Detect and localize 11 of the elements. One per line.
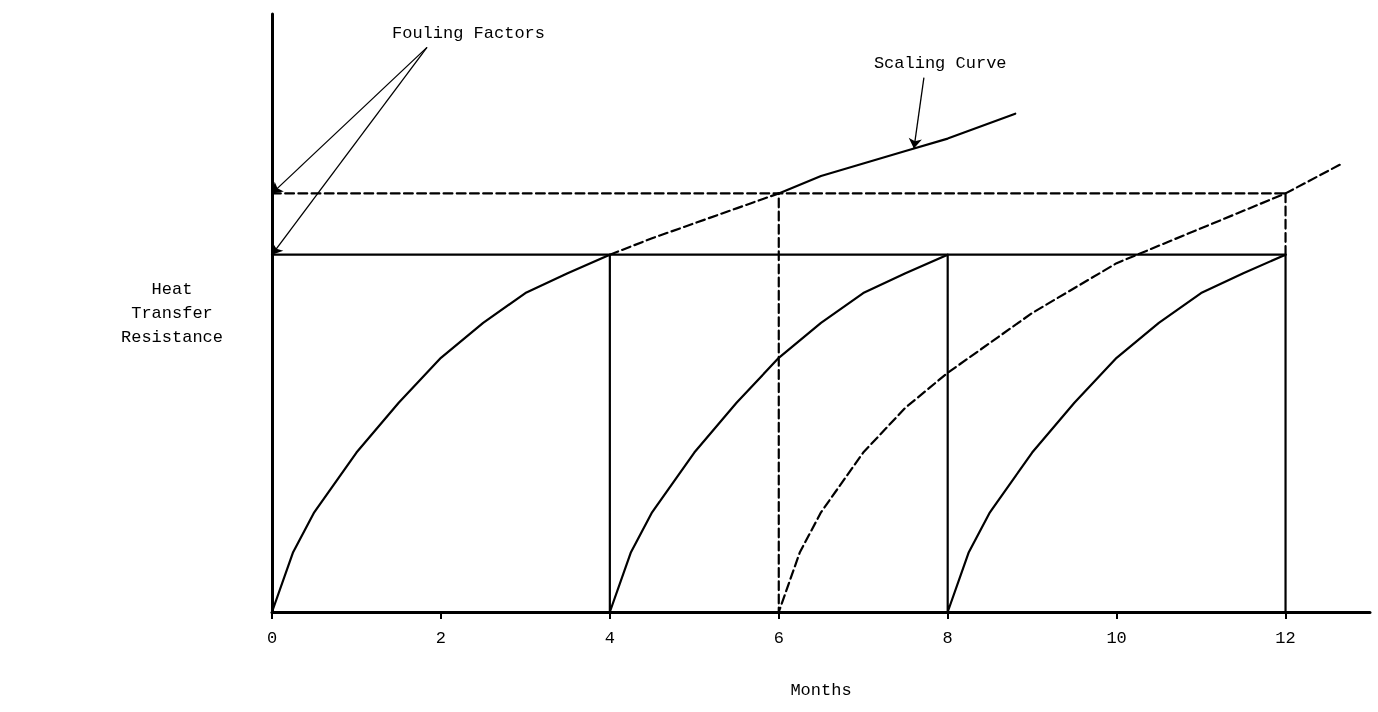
x-tick-label: 0 (266, 629, 278, 648)
x-axis-title: Months (790, 681, 852, 700)
x-tick-label: 10 (1106, 629, 1127, 648)
annotation: Scaling Curve (873, 54, 1007, 74)
x-tick-label: 8 (942, 629, 953, 648)
y-axis-title: Heat Transfer Resistance (120, 279, 224, 347)
x-tick-label: 6 (773, 629, 784, 648)
x-tick-label: 4 (604, 629, 615, 648)
x-tick-label: 12 (1275, 629, 1296, 648)
x-tick-label: 2 (435, 629, 447, 648)
annotation: Fouling Factors (392, 23, 546, 43)
